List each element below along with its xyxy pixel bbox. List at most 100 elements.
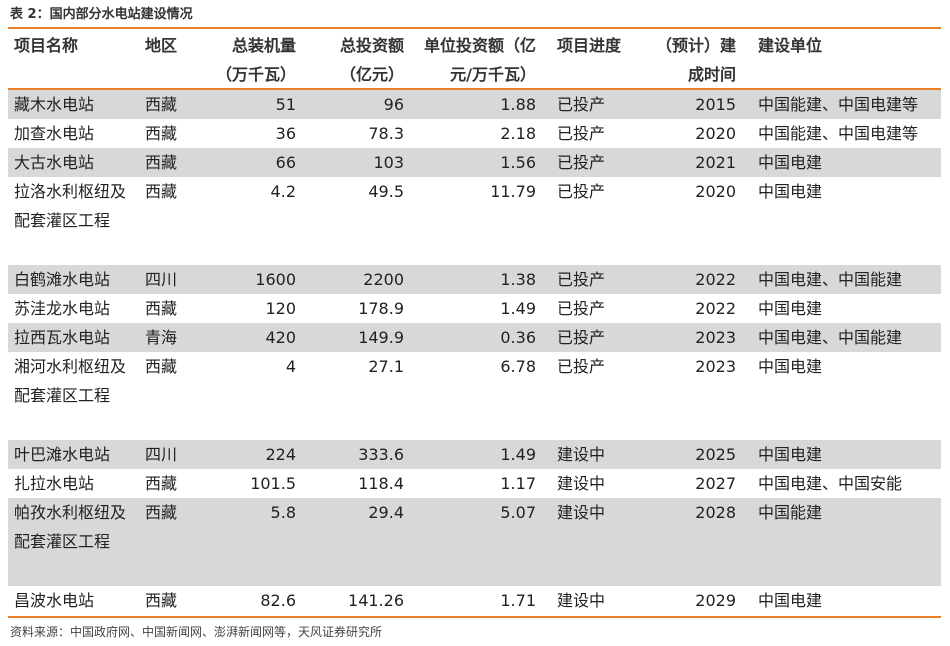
- cell-region: 四川: [145, 445, 178, 464]
- cell-project-name: 帕孜水利枢纽及配套灌区工程: [14, 503, 127, 551]
- cell-organization: 中国能建、中国电建等: [758, 124, 919, 143]
- cell-unit-investment: 1.49: [500, 299, 536, 318]
- cell-capacity: 66: [275, 153, 296, 172]
- cell-investment: 29.4: [368, 503, 404, 522]
- header-project-name: 项目名称: [14, 36, 79, 55]
- cell-region: 西藏: [145, 124, 178, 143]
- cell-organization: 中国电建、中国安能: [758, 474, 903, 493]
- cell-region: 西藏: [145, 591, 178, 610]
- cell-capacity: 5.8: [270, 503, 296, 522]
- cell-progress: 已投产: [557, 270, 606, 289]
- cell-capacity: 51: [275, 95, 296, 114]
- header-capacity-unit: （万千瓦）: [215, 65, 296, 84]
- header-region: 地区: [145, 36, 178, 55]
- cell-capacity: 120: [265, 299, 296, 318]
- cell-project-name: 湘河水利枢纽及配套灌区工程: [14, 357, 127, 405]
- header-top-rule: [8, 27, 941, 29]
- header-capacity: 总装机量: [231, 36, 296, 55]
- cell-organization: 中国电建: [758, 357, 823, 376]
- cell-year: 2020: [695, 182, 736, 201]
- cell-year: 2015: [695, 95, 736, 114]
- cell-investment: 49.5: [368, 182, 404, 201]
- header-unit-investment-unit: 元/万千瓦）: [450, 65, 536, 84]
- header-unit-investment: 单位投资额（亿: [423, 36, 536, 55]
- table-row: 白鹤滩水电站 四川 1600 2200 1.38 已投产 2022 中国电建、中…: [8, 265, 941, 294]
- cell-project-name: 加查水电站: [14, 124, 95, 143]
- cell-unit-investment: 1.88: [500, 95, 536, 114]
- cell-organization: 中国电建: [758, 299, 823, 318]
- cell-progress: 已投产: [557, 124, 606, 143]
- source-note: 资料来源：中国政府网、中国新闻网、澎湃新闻网等，天风证券研究所: [10, 625, 383, 639]
- cell-region: 青海: [145, 328, 178, 347]
- cell-year: 2022: [695, 299, 736, 318]
- table-row: 昌波水电站 西藏 82.6 141.26 1.71 建设中 2029 中国电建: [8, 586, 941, 615]
- table-row: 帕孜水利枢纽及配套灌区工程 西藏 5.8 29.4 5.07 建设中 2028 …: [8, 498, 941, 586]
- cell-region: 西藏: [145, 153, 178, 172]
- cell-capacity: 101.5: [250, 474, 296, 493]
- cell-investment: 178.9: [358, 299, 404, 318]
- cell-unit-investment: 2.18: [500, 124, 536, 143]
- cell-capacity: 224: [265, 445, 296, 464]
- cell-region: 西藏: [145, 474, 178, 493]
- cell-organization: 中国电建、中国能建: [758, 328, 903, 347]
- cell-investment: 118.4: [358, 474, 404, 493]
- cell-project-name: 叶巴滩水电站: [14, 445, 111, 464]
- header-bottom-rule: [8, 88, 941, 90]
- header-investment: 总投资额: [339, 36, 404, 55]
- cell-progress: 建设中: [557, 503, 606, 522]
- cell-organization: 中国电建、中国能建: [758, 270, 903, 289]
- cell-organization: 中国能建、中国电建等: [758, 95, 919, 114]
- table-row: 加查水电站 西藏 36 78.3 2.18 已投产 2020 中国能建、中国电建…: [8, 119, 941, 148]
- cell-investment: 103: [373, 153, 404, 172]
- cell-capacity: 82.6: [260, 591, 296, 610]
- table-row: 苏洼龙水电站 西藏 120 178.9 1.49 已投产 2022 中国电建: [8, 294, 941, 323]
- cell-progress: 建设中: [557, 445, 606, 464]
- cell-unit-investment: 1.17: [500, 474, 536, 493]
- header-investment-unit: （亿元）: [339, 65, 404, 84]
- header-completion-year: （预计）建: [655, 36, 736, 55]
- table-row: 扎拉水电站 西藏 101.5 118.4 1.17 建设中 2027 中国电建、…: [8, 469, 941, 498]
- table-row: 拉洛水利枢纽及配套灌区工程 西藏 4.2 49.5 11.79 已投产 2020…: [8, 177, 941, 265]
- cell-region: 西藏: [145, 299, 178, 318]
- cell-region: 西藏: [145, 357, 178, 376]
- cell-progress: 已投产: [557, 153, 606, 172]
- cell-investment: 333.6: [358, 445, 404, 464]
- cell-region: 四川: [145, 270, 178, 289]
- cell-unit-investment: 0.36: [500, 328, 536, 347]
- cell-project-name: 大古水电站: [14, 153, 95, 172]
- cell-year: 2023: [695, 328, 736, 347]
- cell-organization: 中国电建: [758, 591, 823, 610]
- cell-project-name: 昌波水电站: [14, 591, 95, 610]
- cell-project-name: 拉洛水利枢纽及配套灌区工程: [14, 182, 127, 230]
- header-organization: 建设单位: [758, 36, 823, 55]
- table-row: 藏木水电站 西藏 51 96 1.88 已投产 2015 中国能建、中国电建等: [8, 90, 941, 119]
- table-row: 叶巴滩水电站 四川 224 333.6 1.49 建设中 2025 中国电建: [8, 440, 941, 469]
- cell-project-name: 扎拉水电站: [14, 474, 95, 493]
- cell-unit-investment: 11.79: [490, 182, 536, 201]
- cell-year: 2022: [695, 270, 736, 289]
- cell-investment: 149.9: [358, 328, 404, 347]
- header-progress: 项目进度: [557, 36, 622, 55]
- cell-investment: 78.3: [368, 124, 404, 143]
- cell-project-name: 白鹤滩水电站: [14, 270, 111, 289]
- cell-capacity: 36: [275, 124, 296, 143]
- cell-progress: 建设中: [557, 591, 606, 610]
- cell-progress: 已投产: [557, 95, 606, 114]
- cell-project-name: 拉西瓦水电站: [14, 328, 111, 347]
- cell-organization: 中国能建: [758, 503, 823, 522]
- cell-unit-investment: 1.56: [500, 153, 536, 172]
- cell-investment: 2200: [363, 270, 404, 289]
- table-row: 湘河水利枢纽及配套灌区工程 西藏 4 27.1 6.78 已投产 2023 中国…: [8, 352, 941, 440]
- cell-progress: 已投产: [557, 182, 606, 201]
- cell-year: 2020: [695, 124, 736, 143]
- table-caption: 表 2：国内部分水电站建设情况: [10, 7, 193, 22]
- cell-unit-investment: 1.38: [500, 270, 536, 289]
- cell-region: 西藏: [145, 95, 178, 114]
- table-row: 大古水电站 西藏 66 103 1.56 已投产 2021 中国电建: [8, 148, 941, 177]
- cell-unit-investment: 1.71: [500, 591, 536, 610]
- cell-year: 2028: [695, 503, 736, 522]
- cell-region: 西藏: [145, 503, 178, 522]
- cell-capacity: 4: [285, 357, 296, 376]
- cell-investment: 27.1: [368, 357, 404, 376]
- cell-capacity: 4.2: [270, 182, 296, 201]
